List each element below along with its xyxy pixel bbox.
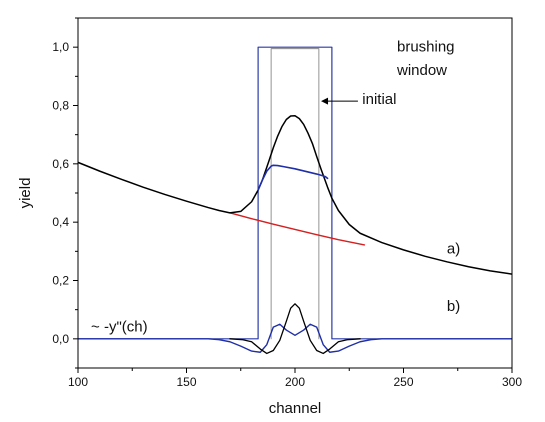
series-line-peak_derivative (229, 303, 361, 355)
arrow-head (321, 97, 329, 105)
series-line-spectrum (78, 114, 512, 275)
y-tick-label: 0,2 (52, 274, 69, 288)
series-line-second_derivative (78, 323, 512, 353)
x-tick-label: 200 (285, 375, 305, 389)
y-tick-label: 0,8 (52, 99, 69, 113)
series-line-background (229, 212, 366, 246)
y-axis-title: yield (17, 178, 34, 209)
annotation-b: b) (447, 298, 460, 315)
x-tick-label: 250 (393, 375, 413, 389)
y-tick-label: 0,6 (52, 157, 69, 171)
series-line-brushed (257, 164, 329, 191)
tick-layer: 100 150 200 250 300 0,0 0,2 0,4 0,6 0,8 1,0 (52, 17, 522, 389)
series-line-initial_window (270, 48, 320, 340)
y-tick-label: 0,0 (52, 332, 69, 346)
x-axis-title: channel (269, 400, 322, 417)
annotation-brushing: brushing (397, 39, 455, 56)
annotation-deriv: ~ -y"(ch) (91, 319, 148, 336)
series-layer (78, 46, 512, 355)
annotation-initial: initial (362, 91, 396, 108)
y-tick-label: 0,4 (52, 215, 69, 229)
x-tick-label: 150 (176, 375, 196, 389)
x-tick-label: 300 (502, 375, 522, 389)
y-tick-label: 1,0 (52, 40, 69, 54)
series-line-window (78, 46, 512, 340)
annotation-window: window (396, 62, 447, 79)
x-tick-label: 100 (68, 375, 88, 389)
annotation-a: a) (447, 241, 460, 258)
